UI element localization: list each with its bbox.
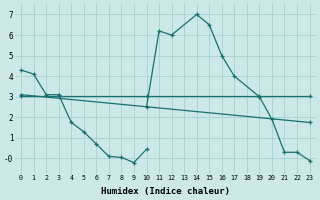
X-axis label: Humidex (Indice chaleur): Humidex (Indice chaleur) xyxy=(101,187,230,196)
